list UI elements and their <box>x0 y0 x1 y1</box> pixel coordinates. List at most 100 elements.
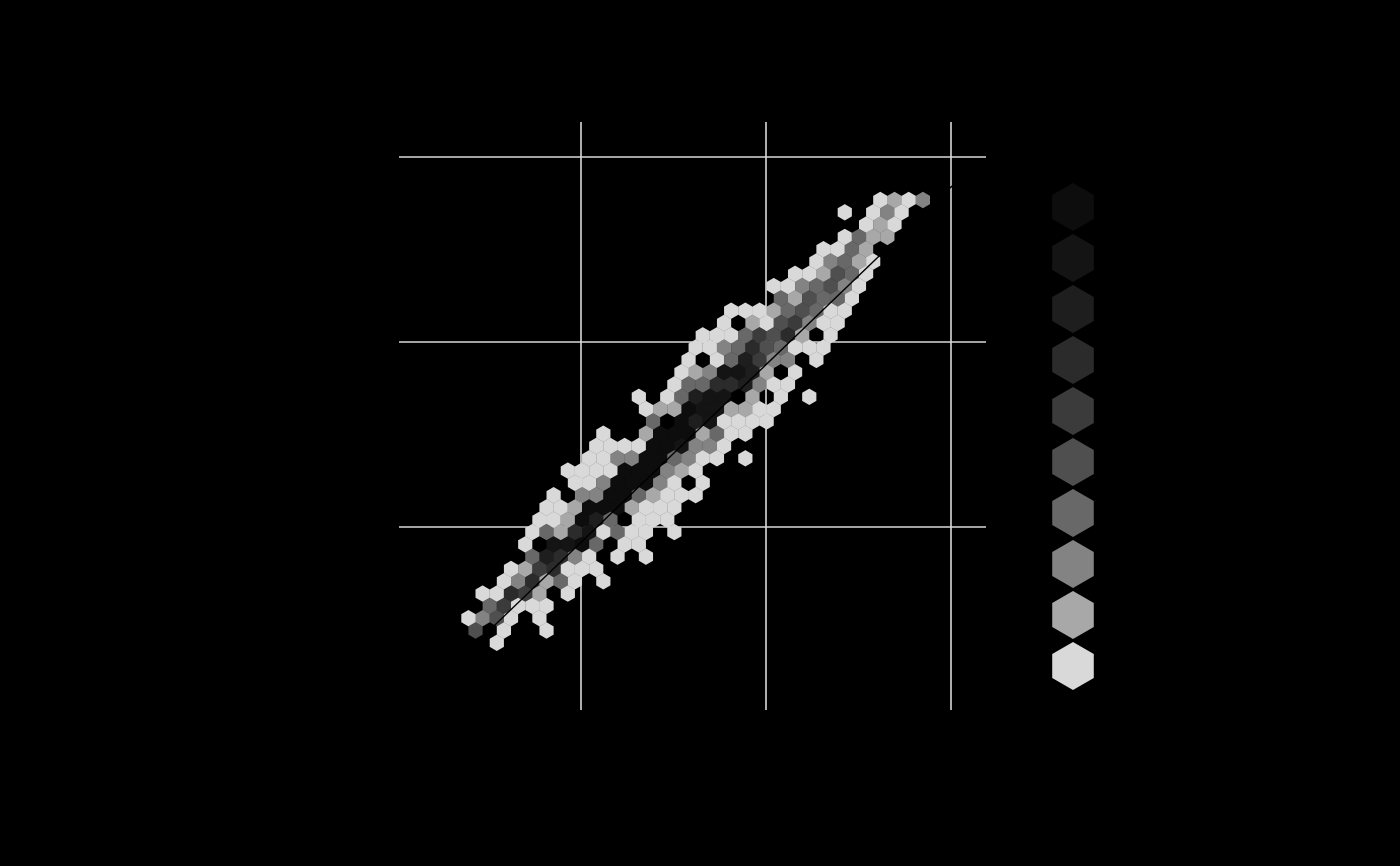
hexbin-cell <box>574 536 590 553</box>
legend-hex <box>1052 591 1094 639</box>
hexbin-cell <box>709 425 725 442</box>
hexbin-cell <box>617 536 632 553</box>
hexbin-cell <box>759 314 774 332</box>
hexbin-cell <box>816 290 831 307</box>
hexbin-cell <box>851 277 867 295</box>
hexbin-cell <box>773 290 788 307</box>
regression-line <box>490 169 970 630</box>
hexbin-cell <box>766 277 781 295</box>
hexbin-cell <box>610 548 625 565</box>
hexbin-cell <box>603 487 618 504</box>
hexbin-cell <box>787 290 803 307</box>
hexbin-cell <box>617 462 632 479</box>
legend-hex <box>1052 387 1094 435</box>
hexbin-cell <box>567 499 583 516</box>
hexbin-cell <box>738 327 753 344</box>
hexbin-cell <box>873 191 888 209</box>
hexbin-cell <box>688 388 703 405</box>
hexbin-cell <box>631 536 646 553</box>
hexbin-cell <box>582 474 597 492</box>
hexbin-cell <box>638 548 654 565</box>
hexbin-cell <box>738 400 753 418</box>
hexbin-cell <box>745 339 760 356</box>
hexbin-cell <box>809 351 824 369</box>
hexbin-cell <box>702 364 717 381</box>
hexbin-cell <box>660 511 675 528</box>
hexbin-cell <box>645 437 661 455</box>
hexbin-cell <box>724 327 739 344</box>
hexbin-cell <box>617 487 632 504</box>
hexbin-cell <box>503 585 519 602</box>
hexbin-cell <box>525 548 540 565</box>
hexbin-cell <box>795 277 810 295</box>
hexbin-cell <box>688 487 703 504</box>
hexbin-cell <box>858 265 874 282</box>
hexbin-cell <box>738 450 753 467</box>
hexbin-cell <box>724 425 739 442</box>
hexbin-cell <box>766 400 781 418</box>
hexbin-cell <box>475 610 490 627</box>
hexbin-cell <box>560 585 575 602</box>
hexbin-cell <box>702 388 717 405</box>
hexbin-cell <box>752 302 767 319</box>
hexbin-cell <box>667 499 682 516</box>
hexbin-cell <box>681 351 696 369</box>
hexbin-cell <box>681 400 696 418</box>
legend <box>1052 183 1094 690</box>
hexbin-cell <box>759 339 774 356</box>
hexbin-cell <box>844 290 859 307</box>
hexbin-cell <box>596 474 611 492</box>
hexbin-cell <box>873 216 888 233</box>
hexbin-cell <box>702 413 717 430</box>
hexbin-cell <box>780 277 796 295</box>
hexbin-cell <box>660 437 675 455</box>
hexbin-cell <box>503 610 519 627</box>
hexbin-cell <box>496 597 512 615</box>
hexbin-cell <box>816 314 831 332</box>
hexbin-cell <box>645 462 661 479</box>
hexbin-cell <box>461 610 476 627</box>
hexbin-cell <box>653 425 668 442</box>
hexbin-cell <box>759 413 774 430</box>
hexbin-cell <box>610 474 625 492</box>
hexbin-cell <box>866 228 881 246</box>
hexbin-cell <box>780 376 796 393</box>
hexbin-cell <box>638 425 654 442</box>
hexbin-cell <box>738 351 753 369</box>
hexbin-cell <box>603 511 618 528</box>
hexbin-cell <box>681 450 696 467</box>
hexbin-cell <box>887 216 902 233</box>
hexbin-cell <box>624 474 639 492</box>
hexbin-cell <box>496 622 512 639</box>
hexbin-cell <box>489 585 504 602</box>
hexbin-cell <box>553 523 568 541</box>
hexbin-cell <box>745 364 760 381</box>
hexbin-cell <box>596 499 611 516</box>
hexbin-cell <box>837 302 852 319</box>
hexbin-cell <box>695 400 710 418</box>
legend-hex <box>1052 489 1094 537</box>
hexbin-cell <box>816 265 831 282</box>
hexbin-cell <box>596 450 611 467</box>
hexbin-cell <box>553 573 568 590</box>
hexbin-cell <box>624 499 639 516</box>
hexbin-cell <box>837 277 852 295</box>
hexbin-cell <box>716 339 732 356</box>
hexbin-cell <box>574 487 590 504</box>
hexbin-cell <box>582 499 597 516</box>
hexbin-cell <box>731 413 746 430</box>
hexbin-cell <box>511 597 526 615</box>
hexbin-cell <box>603 437 618 455</box>
hexbin-cell <box>716 437 732 455</box>
hexbin-cell <box>631 511 646 528</box>
hexbin-cell <box>724 302 739 319</box>
hexbin-cell <box>539 523 554 541</box>
hexbin-cell <box>752 327 767 344</box>
hexbin-cell <box>795 302 810 319</box>
hexbin-cell <box>688 413 703 430</box>
legend-hex <box>1052 183 1094 231</box>
hexbin-cell <box>915 191 930 209</box>
hexbin-cell <box>560 462 575 479</box>
hexbin-cell <box>702 339 717 356</box>
